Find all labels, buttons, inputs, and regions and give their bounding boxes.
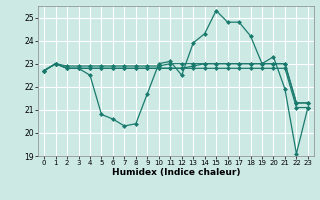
X-axis label: Humidex (Indice chaleur): Humidex (Indice chaleur) bbox=[112, 168, 240, 177]
